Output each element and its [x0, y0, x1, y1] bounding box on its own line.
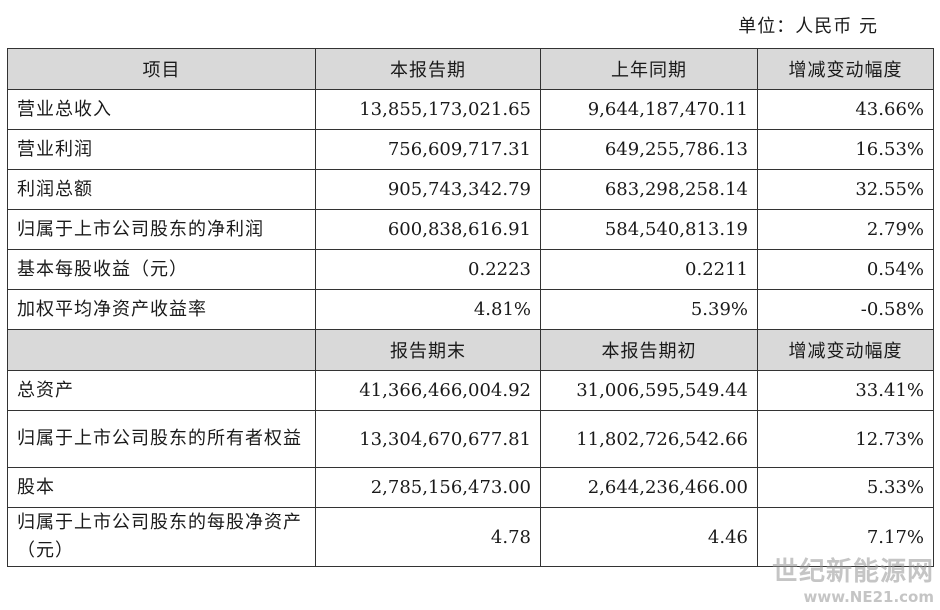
change-value: 43.66%	[757, 89, 934, 130]
header-item-blank	[7, 329, 316, 371]
row-label: 营业总收入	[7, 89, 316, 130]
previous-value: 2,644,236,466.00	[540, 467, 758, 508]
previous-value: 0.2211	[540, 249, 758, 290]
previous-value: 4.46	[540, 507, 758, 567]
header-period-end: 报告期末	[315, 329, 541, 371]
previous-value: 11,802,726,542.66	[540, 410, 758, 468]
table-row: 加权平均净资产收益率 4.81% 5.39% -0.58%	[7, 289, 934, 330]
header-change: 增减变动幅度	[757, 48, 934, 90]
row-label: 基本每股收益（元）	[7, 249, 316, 290]
previous-value: 31,006,595,549.44	[540, 370, 758, 411]
table-row: 利润总额 905,743,342.79 683,298,258.14 32.55…	[7, 169, 934, 210]
change-value: -0.58%	[757, 289, 934, 330]
change-value: 7.17%	[757, 507, 934, 567]
financial-summary-table: 项目 本报告期 上年同期 增减变动幅度 营业总收入 13,855,173,021…	[7, 48, 934, 567]
current-value: 2,785,156,473.00	[315, 467, 541, 508]
current-value: 4.78	[315, 507, 541, 567]
row-label: 归属于上市公司股东的净利润	[7, 209, 316, 250]
header-current-period: 本报告期	[315, 48, 541, 90]
table-row: 基本每股收益（元） 0.2223 0.2211 0.54%	[7, 249, 934, 290]
current-value: 13,304,670,677.81	[315, 410, 541, 468]
row-label: 加权平均净资产收益率	[7, 289, 316, 330]
current-value: 13,855,173,021.65	[315, 89, 541, 130]
change-value: 5.33%	[757, 467, 934, 508]
table-row: 总资产 41,366,466,004.92 31,006,595,549.44 …	[7, 370, 934, 411]
unit-note: 单位：人民币 元	[738, 16, 878, 37]
change-value: 0.54%	[757, 249, 934, 290]
change-value: 2.79%	[757, 209, 934, 250]
current-value: 905,743,342.79	[315, 169, 541, 210]
row-label: 总资产	[7, 370, 316, 411]
header-change: 增减变动幅度	[757, 329, 934, 371]
watermark-logo: 世纪新能源网 www.NE21.com	[772, 551, 934, 606]
current-value: 4.81%	[315, 289, 541, 330]
header-previous-period: 上年同期	[540, 48, 758, 90]
table-row: 营业总收入 13,855,173,021.65 9,644,187,470.11…	[7, 89, 934, 130]
watermark-line2: www.NE21.com	[803, 588, 934, 606]
previous-value: 9,644,187,470.11	[540, 89, 758, 130]
current-value: 0.2223	[315, 249, 541, 290]
row-label: 股本	[7, 467, 316, 508]
previous-value: 5.39%	[540, 289, 758, 330]
table-row: 营业利润 756,609,717.31 649,255,786.13 16.53…	[7, 129, 934, 170]
previous-value: 584,540,813.19	[540, 209, 758, 250]
row-label: 利润总额	[7, 169, 316, 210]
row-label: 归属于上市公司股东的所有者权益	[7, 410, 316, 468]
header-period-start: 本报告期初	[540, 329, 758, 371]
change-value: 33.41%	[757, 370, 934, 411]
previous-value: 683,298,258.14	[540, 169, 758, 210]
table-row: 归属于上市公司股东的净利润 600,838,616.91 584,540,813…	[7, 209, 934, 250]
watermark-line1: 世纪新能源网	[771, 557, 934, 587]
table-row: 归属于上市公司股东的所有者权益 13,304,670,677.81 11,802…	[7, 410, 934, 468]
change-value: 32.55%	[757, 169, 934, 210]
current-value: 41,366,466,004.92	[315, 370, 541, 411]
table-row: 归属于上市公司股东的每股净资产（元） 4.78 4.46 7.17%	[7, 507, 934, 567]
change-value: 16.53%	[757, 129, 934, 170]
row-label: 归属于上市公司股东的每股净资产（元）	[7, 507, 316, 567]
section-header-row: 报告期末 本报告期初 增减变动幅度	[7, 329, 934, 371]
current-value: 600,838,616.91	[315, 209, 541, 250]
table-header-row: 项目 本报告期 上年同期 增减变动幅度	[7, 48, 934, 90]
row-label: 营业利润	[7, 129, 316, 170]
header-item: 项目	[7, 48, 316, 90]
previous-value: 649,255,786.13	[540, 129, 758, 170]
current-value: 756,609,717.31	[315, 129, 541, 170]
table-row: 股本 2,785,156,473.00 2,644,236,466.00 5.3…	[7, 467, 934, 508]
change-value: 12.73%	[757, 410, 934, 468]
